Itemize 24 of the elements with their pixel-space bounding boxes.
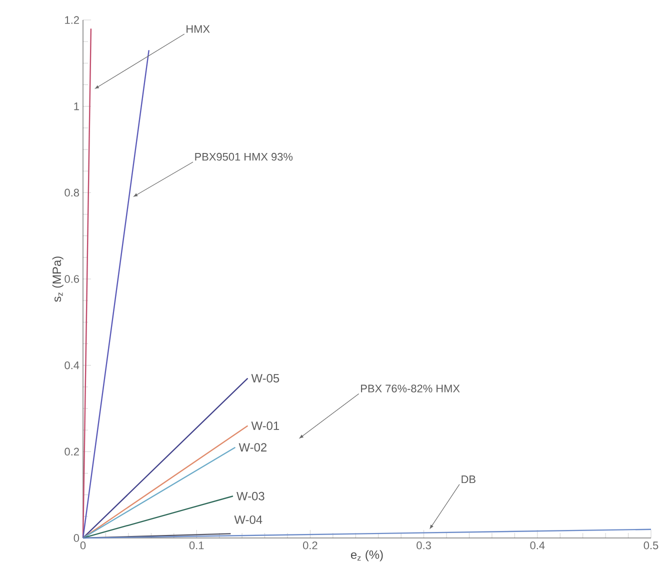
x-tick-label: 0.1 bbox=[189, 542, 204, 550]
annotation: PBX9501 HMX 93% bbox=[195, 152, 293, 161]
x-tick-label: 0.3 bbox=[416, 542, 431, 550]
y-tick-label: 0.2 bbox=[64, 448, 79, 456]
series-label: W-02 bbox=[238, 443, 266, 452]
series-label: W-01 bbox=[251, 422, 280, 430]
y-tick-label: 1.2 bbox=[65, 16, 79, 24]
y-tick-label: 1 bbox=[74, 102, 79, 110]
y-axis-title: s$_{z}$ (MPa) bbox=[52, 256, 64, 302]
y-tick-label: 0.8 bbox=[64, 188, 80, 197]
x-tick-label: 0.5 bbox=[644, 542, 658, 550]
annotation: DB bbox=[462, 476, 476, 484]
x-tick-label: 0.2 bbox=[303, 542, 318, 550]
series-label: W-05 bbox=[251, 374, 280, 382]
x-tick-label: 0 bbox=[80, 542, 86, 550]
annotation: PBX 76%-82% HMX bbox=[361, 384, 460, 392]
x-axis-title: e$_{z}$ (%) bbox=[350, 550, 383, 562]
y-tick-label: 0 bbox=[74, 534, 80, 542]
x-tick-label: 0.4 bbox=[530, 542, 545, 550]
y-tick-label: 0.4 bbox=[64, 361, 80, 370]
y-tick-label: 0.6 bbox=[64, 275, 80, 283]
series-label: W-04 bbox=[234, 515, 262, 524]
series-label: W-03 bbox=[236, 492, 264, 500]
annotation: HMX bbox=[186, 25, 210, 33]
